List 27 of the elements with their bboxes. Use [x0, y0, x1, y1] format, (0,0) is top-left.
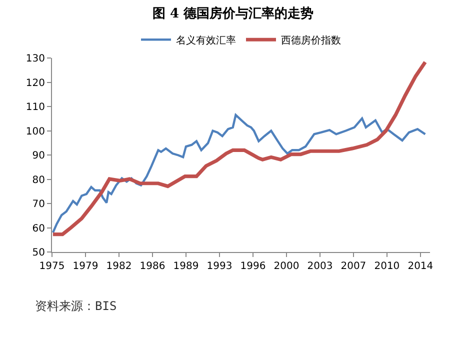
- text: 资料来源：BIS: [35, 299, 117, 313]
- y-tick-label: 60: [32, 223, 45, 234]
- line-series: [52, 114, 426, 234]
- y-tick-label: 70: [32, 199, 45, 210]
- y-tick-label: 100: [26, 126, 45, 138]
- x-tick-label: 1993: [206, 261, 232, 272]
- x-tick-label: 1982: [106, 261, 132, 272]
- line-series: [52, 60, 428, 236]
- x-tick-label: 2014: [408, 261, 434, 272]
- x-tick-label: 1989: [173, 261, 199, 272]
- x-tick-label: 1975: [39, 261, 65, 272]
- y-tick-label: 50: [32, 248, 45, 258]
- x-tick-label: 2010: [374, 261, 400, 272]
- y-tick-label: 80: [32, 174, 45, 186]
- x-tick-label: 2000: [274, 261, 300, 272]
- legend-label: 名义有效汇率: [176, 34, 236, 47]
- legend-label: 西德房价指数: [281, 34, 341, 47]
- y-tick-label: 110: [26, 102, 45, 113]
- x-tick-label: 1979: [72, 261, 98, 272]
- x-tick-label: 1986: [140, 261, 166, 272]
- chart-title: 图 4 德国房价与汇率的走势: [152, 6, 314, 22]
- x-tick-label: 2003: [307, 261, 333, 272]
- x-tick-label: 2007: [340, 261, 366, 272]
- y-tick-label: 130: [26, 54, 45, 64]
- y-tick-label: 90: [32, 150, 45, 162]
- x-tick-label: 1996: [240, 261, 266, 272]
- y-tick-label: 120: [26, 78, 45, 89]
